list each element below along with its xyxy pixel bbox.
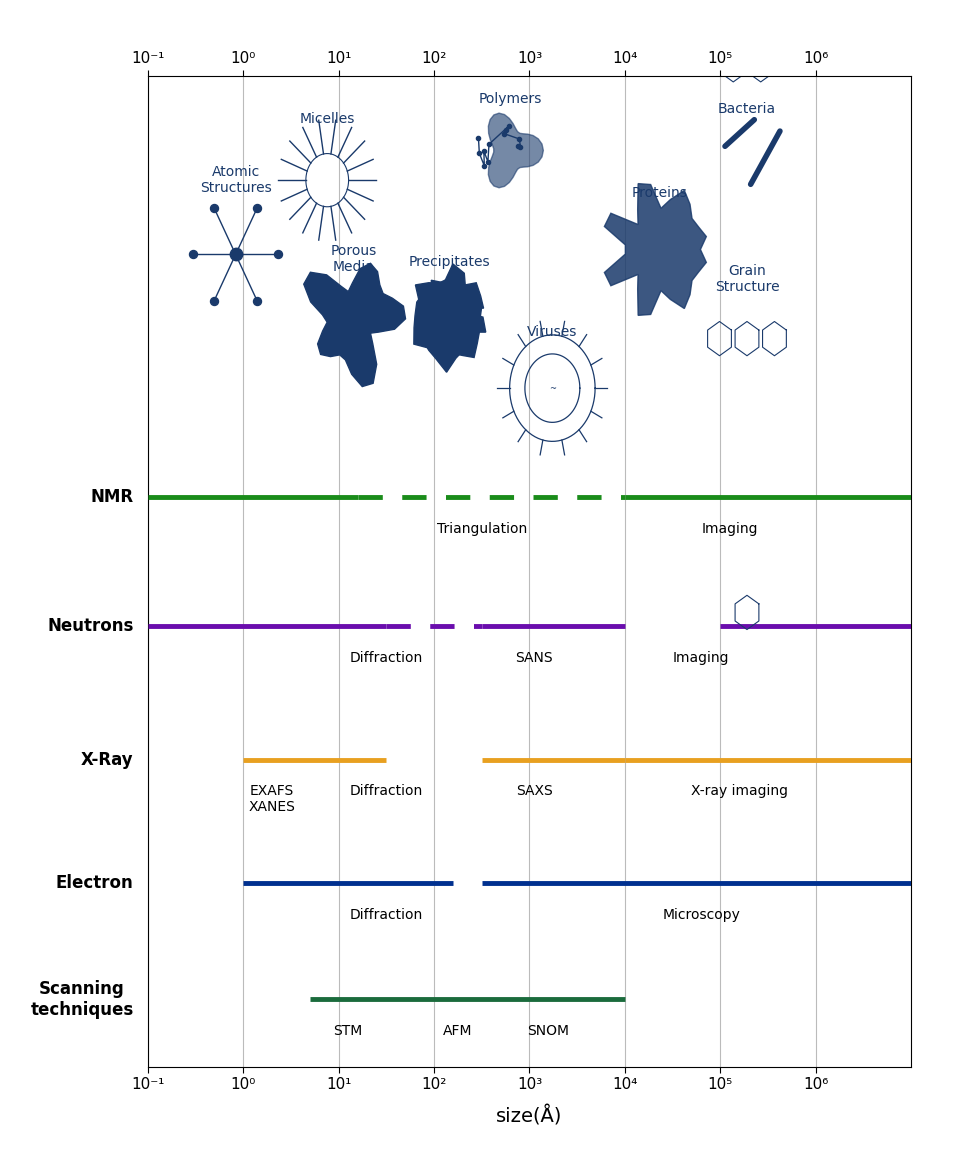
- Text: Proteins: Proteins: [631, 186, 686, 200]
- Text: STM: STM: [334, 1024, 362, 1038]
- Text: Triangulation: Triangulation: [436, 522, 526, 536]
- Text: ~: ~: [548, 383, 556, 393]
- Text: Porous
Media: Porous Media: [331, 244, 376, 274]
- Text: NMR: NMR: [91, 488, 133, 506]
- Text: Polymers: Polymers: [478, 91, 541, 105]
- Text: SANS: SANS: [515, 650, 553, 665]
- Text: EXAFS
XANES: EXAFS XANES: [248, 784, 295, 815]
- Text: Electron: Electron: [56, 874, 133, 892]
- X-axis label: size(Å): size(Å): [496, 1106, 562, 1126]
- Text: Imaging: Imaging: [672, 650, 729, 665]
- Text: SNOM: SNOM: [527, 1024, 569, 1038]
- Text: AFM: AFM: [443, 1024, 472, 1038]
- Text: Diffraction: Diffraction: [350, 650, 422, 665]
- Text: X-ray imaging: X-ray imaging: [690, 784, 787, 798]
- Text: Diffraction: Diffraction: [350, 784, 422, 798]
- Polygon shape: [604, 184, 705, 315]
- Polygon shape: [431, 264, 469, 332]
- Text: Micelles: Micelles: [299, 111, 355, 125]
- Text: X-Ray: X-Ray: [81, 750, 133, 769]
- Polygon shape: [432, 294, 478, 354]
- Text: Scanning
techniques: Scanning techniques: [30, 980, 133, 1018]
- Text: SAXS: SAXS: [516, 784, 552, 798]
- Polygon shape: [415, 275, 460, 332]
- Polygon shape: [418, 305, 467, 373]
- Text: Atomic
Structures: Atomic Structures: [199, 165, 272, 195]
- Polygon shape: [303, 264, 405, 387]
- Text: Neutrons: Neutrons: [47, 616, 133, 635]
- Polygon shape: [440, 282, 483, 340]
- Text: Bacteria: Bacteria: [718, 102, 775, 116]
- Polygon shape: [488, 114, 543, 188]
- Text: Viruses: Viruses: [527, 325, 577, 339]
- Text: Precipitates: Precipitates: [408, 255, 490, 270]
- Polygon shape: [434, 307, 485, 357]
- Text: Grain
Structure: Grain Structure: [714, 264, 779, 294]
- Text: Microscopy: Microscopy: [661, 908, 740, 922]
- Text: Diffraction: Diffraction: [350, 908, 422, 922]
- Text: Imaging: Imaging: [700, 522, 758, 536]
- Polygon shape: [414, 288, 460, 347]
